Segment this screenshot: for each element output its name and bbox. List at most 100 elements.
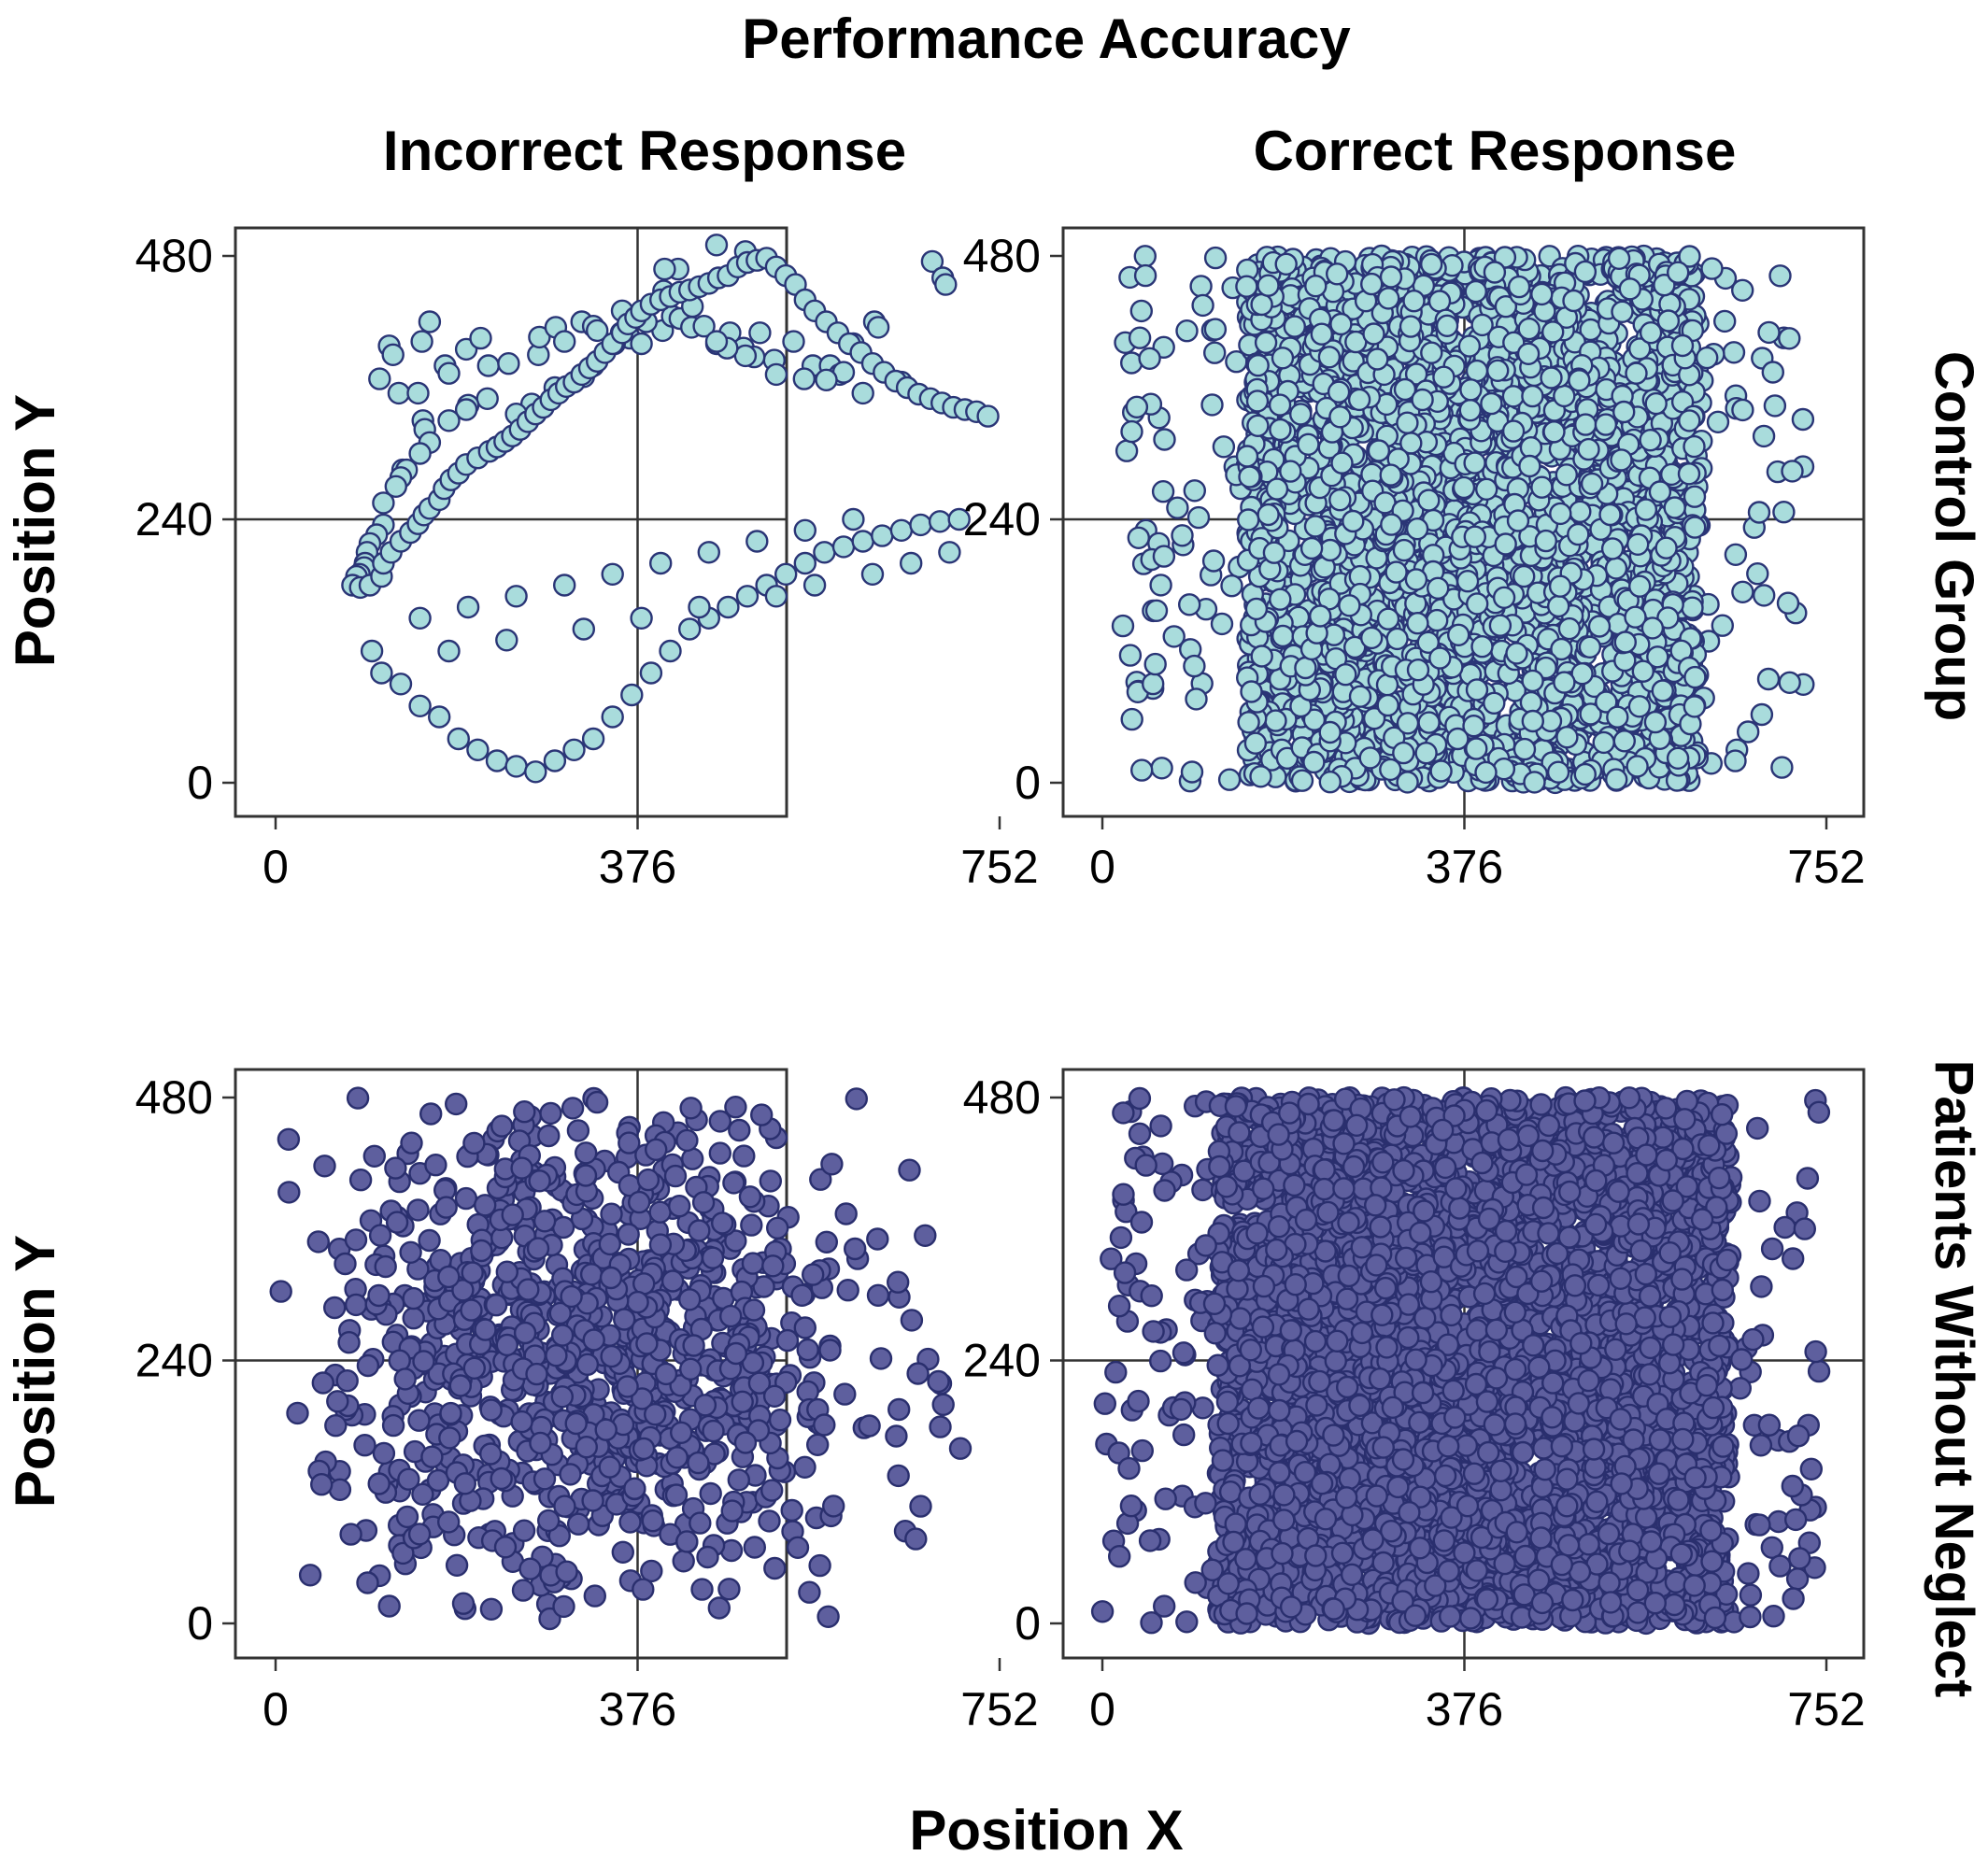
data-point — [1290, 769, 1314, 792]
data-point — [1244, 597, 1269, 621]
data-point — [1706, 410, 1730, 433]
data-point — [1722, 341, 1746, 364]
data-point — [1546, 760, 1570, 784]
data-point — [813, 541, 836, 564]
data-point — [1262, 541, 1286, 564]
data-point — [1488, 614, 1512, 637]
data-point — [381, 1413, 405, 1438]
data-point — [286, 1401, 309, 1425]
data-point — [648, 1233, 673, 1256]
data-point — [551, 1215, 575, 1240]
data-point — [545, 1343, 568, 1367]
data-point — [1462, 715, 1485, 738]
data-point — [437, 1265, 461, 1289]
y-tick-label: 240 — [135, 1335, 213, 1387]
data-point — [1236, 508, 1260, 531]
data-point — [384, 1156, 407, 1180]
data-point — [1396, 411, 1419, 434]
data-point — [437, 361, 461, 385]
data-point — [898, 1158, 921, 1182]
data-point — [510, 1156, 533, 1180]
data-point — [1384, 560, 1408, 584]
data-point — [518, 1557, 542, 1580]
data-point — [1180, 760, 1204, 784]
data-point — [439, 1401, 462, 1425]
data-point — [513, 1321, 537, 1345]
data-point — [707, 1596, 731, 1620]
data-point — [792, 367, 816, 390]
data-point — [1644, 391, 1668, 416]
data-point — [1663, 496, 1686, 519]
data-point — [497, 352, 520, 375]
data-point — [1587, 615, 1612, 638]
data-point — [412, 1350, 435, 1373]
data-point — [1327, 380, 1351, 404]
data-point — [688, 595, 711, 619]
data-point — [407, 1409, 431, 1432]
data-point — [842, 507, 865, 531]
data-point — [560, 1284, 583, 1309]
data-point — [1724, 543, 1748, 566]
data-point — [1700, 257, 1724, 280]
data-point — [1435, 314, 1459, 337]
data-point — [1347, 388, 1371, 412]
data-point — [1555, 463, 1579, 487]
data-point — [1238, 465, 1261, 489]
data-point — [1402, 290, 1426, 313]
data-point — [780, 1498, 803, 1523]
data-point — [493, 1536, 518, 1559]
data-point — [1457, 334, 1482, 358]
data-point — [1604, 557, 1628, 580]
data-point — [537, 1509, 561, 1533]
data-point — [1310, 322, 1334, 346]
data-point — [277, 1127, 301, 1152]
data-point — [1446, 623, 1470, 646]
data-point — [368, 367, 391, 390]
data-point — [374, 1254, 397, 1279]
data-point — [1612, 730, 1637, 753]
data-point — [462, 1131, 486, 1155]
data-point — [526, 1237, 550, 1260]
data-point — [766, 1216, 789, 1240]
data-point — [866, 1283, 890, 1308]
data-point — [618, 1510, 642, 1534]
data-point — [831, 535, 856, 559]
data-point — [1128, 326, 1152, 349]
data-point — [1681, 596, 1704, 619]
data-point — [453, 1472, 476, 1495]
data-point — [1604, 768, 1628, 791]
data-point — [690, 1578, 714, 1601]
data-point — [782, 330, 805, 353]
data-point — [815, 368, 838, 391]
data-point — [697, 541, 720, 564]
data-point — [1519, 690, 1543, 715]
data-point — [408, 442, 432, 465]
data-point — [362, 1144, 386, 1169]
data-point — [1731, 398, 1754, 422]
data-point — [761, 1254, 785, 1278]
data-point — [858, 1414, 881, 1438]
data-point — [1530, 282, 1554, 306]
data-point — [1246, 354, 1270, 377]
data-point — [632, 1578, 655, 1601]
x-tick-label: 752 — [1787, 841, 1865, 893]
data-point — [889, 518, 914, 542]
data-point — [793, 1455, 816, 1480]
data-point — [524, 760, 547, 784]
data-point — [572, 617, 595, 641]
data-point — [947, 507, 971, 531]
data-point — [337, 1330, 361, 1354]
data-point — [1376, 693, 1399, 717]
data-point — [682, 1334, 705, 1357]
data-point — [688, 1219, 711, 1242]
data-point — [553, 330, 576, 353]
x-tick-label: 376 — [599, 841, 676, 893]
data-point — [575, 1353, 600, 1377]
data-point — [793, 518, 816, 542]
data-point — [1492, 586, 1516, 609]
data-point — [851, 381, 874, 405]
data-point — [1186, 505, 1211, 530]
data-point — [701, 1246, 725, 1269]
data-point — [402, 1306, 425, 1330]
